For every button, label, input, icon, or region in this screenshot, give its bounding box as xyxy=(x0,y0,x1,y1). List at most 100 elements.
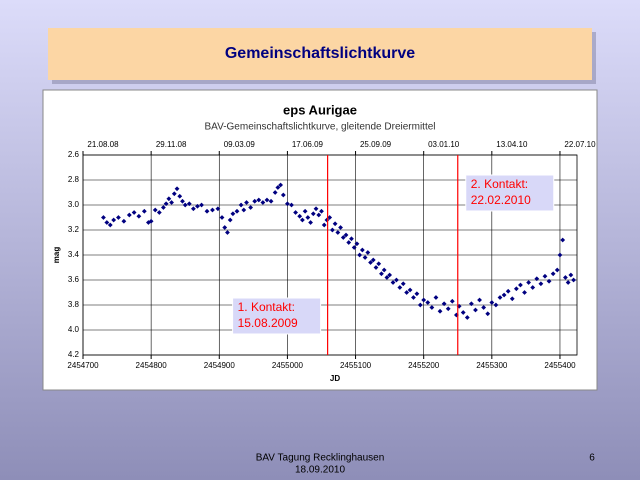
data-point xyxy=(293,210,298,215)
data-point xyxy=(321,222,327,228)
data-point xyxy=(313,206,319,212)
chart-area xyxy=(42,89,598,391)
data-point xyxy=(411,295,416,300)
data-point xyxy=(104,220,110,225)
plot-frame xyxy=(82,154,578,356)
data-point xyxy=(390,280,396,285)
page-number: 6 xyxy=(589,453,595,464)
x-tick-label: 2454800 xyxy=(136,361,168,370)
data-point xyxy=(505,288,511,294)
data-point xyxy=(542,273,548,279)
data-point xyxy=(332,221,338,227)
x-tick-label: 2455200 xyxy=(408,361,440,370)
data-point xyxy=(297,213,303,219)
x-axis-label: JD xyxy=(330,374,340,383)
x2-tick-label: 21.08.08 xyxy=(87,140,119,149)
x-tick-label: 2454700 xyxy=(67,361,99,370)
data-point xyxy=(338,225,343,230)
data-point xyxy=(111,217,117,223)
data-point xyxy=(534,276,540,282)
data-point xyxy=(278,182,283,188)
title-box xyxy=(48,28,592,80)
data-point xyxy=(563,275,568,280)
data-point xyxy=(357,252,363,258)
data-point xyxy=(421,297,427,303)
x-tick-label: 2455100 xyxy=(340,361,372,370)
data-point xyxy=(464,315,470,320)
data-point xyxy=(264,197,270,203)
data-point xyxy=(449,298,455,304)
data-point xyxy=(445,306,451,312)
data-point xyxy=(518,282,523,288)
data-point xyxy=(215,206,221,212)
data-point xyxy=(252,198,258,204)
data-point xyxy=(163,201,169,207)
data-point xyxy=(530,285,536,290)
data-point xyxy=(477,297,482,303)
data-point xyxy=(468,301,474,307)
data-point xyxy=(437,308,443,314)
data-point xyxy=(365,250,371,255)
data-point xyxy=(433,295,439,300)
x-tick-label: 2455400 xyxy=(544,361,576,370)
data-point xyxy=(568,272,574,278)
data-point xyxy=(101,215,106,220)
data-point xyxy=(501,292,507,298)
data-point xyxy=(554,267,560,273)
y-tick-label: 2.8 xyxy=(68,175,80,184)
footer-line: BAV Tagung Recklinghausen xyxy=(256,453,385,464)
data-point xyxy=(319,208,324,214)
data-point xyxy=(384,275,390,280)
data-point xyxy=(329,227,335,233)
data-point xyxy=(199,202,204,208)
data-point xyxy=(485,311,491,317)
data-point xyxy=(272,190,278,195)
data-point xyxy=(305,215,311,220)
data-point xyxy=(234,208,240,214)
data-point xyxy=(400,281,406,287)
data-point xyxy=(407,287,413,293)
data-point xyxy=(526,280,532,285)
x2-tick-label: 13.04.10 xyxy=(496,140,528,149)
y-tick-label: 4.0 xyxy=(68,325,80,334)
data-point xyxy=(370,257,376,263)
data-point xyxy=(473,307,478,313)
x2-tick-label: 29.11.08 xyxy=(156,140,187,149)
data-point xyxy=(195,203,200,209)
data-point xyxy=(538,281,544,287)
data-point xyxy=(300,217,305,223)
y-axis-label: mag xyxy=(52,247,61,264)
x2-tick-label: 09.03.09 xyxy=(224,140,256,149)
y-tick-label: 3.8 xyxy=(68,300,80,309)
data-point xyxy=(417,302,423,308)
data-point xyxy=(141,208,147,214)
data-point xyxy=(241,207,247,213)
data-point xyxy=(116,215,121,220)
data-point xyxy=(429,305,435,310)
data-point xyxy=(550,271,556,277)
data-point xyxy=(256,197,262,203)
data-point xyxy=(248,205,254,210)
data-point xyxy=(368,260,373,265)
x2-tick-label: 03.01.10 xyxy=(428,140,460,149)
data-point xyxy=(493,302,499,308)
x2-tick-label: 17.06.09 xyxy=(292,140,324,149)
data-point xyxy=(210,207,215,213)
y-tick-label: 3.2 xyxy=(68,225,80,234)
data-point xyxy=(404,290,410,295)
data-point xyxy=(174,186,180,192)
y-tick-label: 3.6 xyxy=(68,275,80,284)
data-point xyxy=(289,202,294,208)
y-tick-label: 3.4 xyxy=(68,250,80,259)
y-tick-label: 4.2 xyxy=(68,350,80,359)
data-point xyxy=(244,200,249,205)
data-point xyxy=(346,240,352,245)
data-point xyxy=(546,278,552,284)
data-point xyxy=(308,220,313,225)
annotation-box xyxy=(465,174,555,212)
data-point xyxy=(497,295,503,300)
data-point xyxy=(166,196,172,202)
data-point xyxy=(560,237,566,243)
data-point xyxy=(180,198,185,204)
